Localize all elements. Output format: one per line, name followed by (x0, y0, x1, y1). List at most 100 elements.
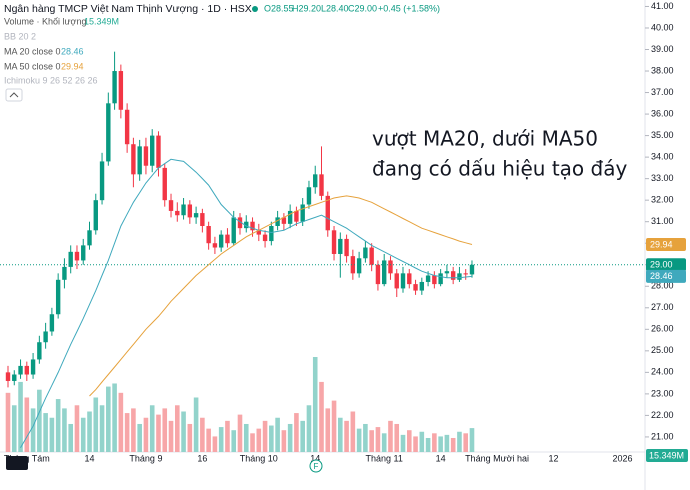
volume-bar (118, 392, 124, 452)
candle-body (24, 365, 30, 375)
volume-bar (80, 417, 86, 452)
volume-bar (406, 430, 412, 452)
candle-body (287, 210, 293, 224)
ohlc-close: C29.00 (348, 3, 377, 13)
candle-body (425, 275, 431, 282)
volume-bar (262, 420, 268, 452)
candle-body (350, 256, 356, 274)
volume-bar (193, 397, 199, 452)
ma-line (89, 195, 473, 397)
volume-bar (275, 417, 280, 452)
volume-bar (400, 434, 406, 452)
y-tick-label: 40.00 (651, 22, 674, 32)
volume-bar (168, 420, 174, 452)
volume-bar (156, 414, 161, 452)
volume-bar (457, 431, 462, 452)
volume-bar (438, 436, 443, 452)
candle-body (237, 217, 243, 229)
y-tick-label: 33.00 (651, 173, 674, 183)
volume-bar (312, 357, 318, 452)
volume-pane (5, 357, 475, 452)
y-tick-label: 21.00 (651, 431, 674, 441)
candle-body (294, 210, 299, 222)
y-tick-label: 37.00 (651, 87, 674, 97)
volume-bar (344, 420, 349, 452)
candle-body (162, 167, 167, 201)
candle-body (313, 174, 318, 188)
volume-bar (325, 408, 331, 452)
ma20-legend-value: 28.46 (61, 46, 84, 56)
ma20-legend: MA 20 close 0 (4, 46, 61, 56)
candle-body (18, 365, 23, 375)
volume-bar (37, 389, 42, 452)
candle-body (30, 359, 36, 375)
bb-legend: BB 20 2 (4, 31, 36, 41)
volume-bar (93, 397, 99, 452)
annotation: đang có dấu hiệu tạo đáy (372, 157, 627, 181)
y-tick-label: 22.00 (651, 410, 674, 420)
logo (6, 456, 28, 470)
collapse-button[interactable] (5, 88, 23, 102)
volume-bar (281, 430, 287, 452)
volume-legend-value: 15.349M (84, 16, 119, 26)
price-tag-label: 28.46 (650, 271, 673, 281)
volume-bar (181, 411, 186, 452)
volume-bar (369, 430, 374, 452)
volume-bar (287, 423, 293, 452)
volume-bar (300, 420, 305, 452)
volume-bar (350, 411, 356, 452)
candle-body (331, 230, 337, 254)
candle-body (81, 245, 86, 261)
volume-bar (30, 408, 36, 452)
x-tick-label: 12 (548, 453, 558, 463)
volume-bar (43, 413, 48, 452)
candle-body (12, 374, 17, 381)
event-marker[interactable] (309, 459, 323, 473)
y-tick-label: 28.00 (651, 281, 674, 291)
y-tick-label: 41.00 (651, 1, 674, 11)
y-tick-label: 27.00 (651, 302, 674, 312)
candle-body (325, 195, 330, 231)
candle-body (457, 273, 462, 280)
candle-body (87, 230, 92, 246)
candle-body (168, 200, 174, 211)
event-label: F (314, 462, 319, 471)
volume-bar (381, 433, 387, 452)
volume-bar (469, 428, 475, 452)
price-tag (646, 238, 686, 252)
candle-body (400, 273, 406, 289)
candle-body (319, 174, 324, 196)
volume-bar (356, 428, 362, 452)
candle-body (124, 109, 130, 145)
price-tag (646, 258, 686, 272)
volume-bar (131, 408, 136, 452)
candle-body (137, 146, 142, 175)
annotation: vượt MA20, dưới MA50 (372, 127, 598, 151)
volume-bar (99, 405, 105, 452)
candle-body (175, 210, 180, 216)
volume-bar (338, 417, 343, 452)
volume-bar (363, 423, 368, 452)
y-tick-label: 39.00 (651, 44, 674, 54)
candle-body (382, 260, 387, 285)
ichimoku-legend: Ichimoku 9 26 52 26 26 (4, 75, 98, 85)
volume-bar (225, 420, 230, 452)
volume-bar (106, 386, 111, 452)
candle-body (413, 284, 418, 291)
candle-body (300, 204, 305, 222)
candle-body (363, 247, 368, 259)
candle-body (369, 247, 374, 265)
candle-body (200, 213, 205, 226)
candle-body (118, 71, 124, 110)
x-tick-label: 16 (197, 453, 207, 463)
candle-body (244, 221, 249, 229)
candle-body (218, 234, 224, 248)
x-tick-label: 14 (310, 453, 320, 463)
candle-body (256, 230, 261, 235)
volume-bar (137, 423, 142, 452)
y-tick-label: 25.00 (651, 345, 674, 355)
candle-body (5, 372, 11, 381)
candle-body (193, 213, 199, 218)
candle-body (375, 264, 381, 285)
